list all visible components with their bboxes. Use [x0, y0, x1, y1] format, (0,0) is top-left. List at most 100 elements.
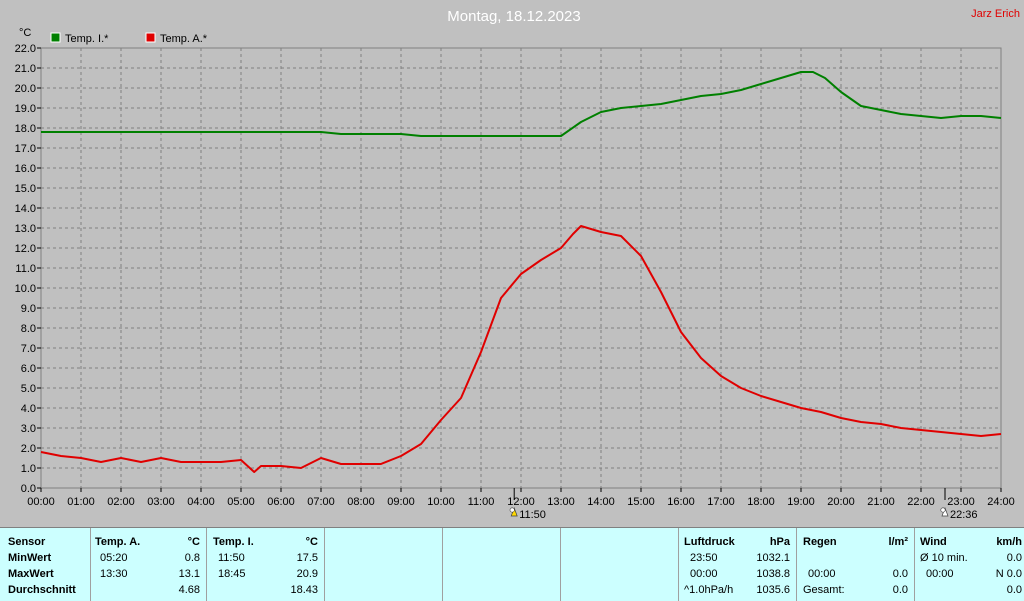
statistics-panel: Sensor MinWert MaxWert Durchschnitt Temp… — [0, 527, 1024, 601]
rain-unit: l/m² — [888, 536, 908, 548]
y-tick-label: 1.0 — [21, 463, 36, 475]
x-tick-label: 17:00 — [707, 496, 735, 508]
temp-i-max: 20.9 — [296, 568, 318, 580]
x-tick-label: 16:00 — [667, 496, 695, 508]
x-tick-label: 01:00 — [67, 496, 95, 508]
legend-swatch-temp-a — [145, 32, 156, 43]
x-tick-label: 10:00 — [427, 496, 455, 508]
grid — [40, 47, 1002, 489]
x-axis-ticks: 00:00 01:00 02:00 03:00 04:00 05:00 06:00 07:00… — [27, 488, 1015, 508]
y-tick-label: 18.0 — [15, 123, 36, 135]
pressure-header: Luftdruck — [684, 536, 735, 548]
pressure-avg: 1035.6 — [756, 584, 790, 596]
divider — [90, 528, 91, 601]
y-tick-label: 0.0 — [21, 483, 36, 495]
temp-i-max-time: 18:45 — [218, 568, 246, 580]
marker-label: 22:36 — [950, 509, 978, 521]
y-tick-label: 6.0 — [21, 363, 36, 375]
y-tick-label: 15.0 — [15, 183, 36, 195]
time-markers: 11:50 22:36 — [509, 488, 978, 521]
pressure-min: 1032.1 — [756, 552, 790, 564]
rain-total: 0.0 — [892, 584, 908, 596]
wind-avg10: 0.0 — [1006, 552, 1022, 564]
y-tick-label: 8.0 — [21, 323, 36, 335]
temp-a-max-time: 13:30 — [100, 568, 128, 580]
rain-total-label: Gesamt: — [803, 584, 845, 596]
legend-label-temp-a: Temp. A.* — [160, 33, 208, 45]
x-tick-label: 13:00 — [547, 496, 575, 508]
temp-a-header: Temp. A. — [95, 536, 141, 548]
series-line-temp-i — [41, 71, 1002, 137]
x-tick-label: 18:00 — [747, 496, 775, 508]
divider — [206, 528, 207, 601]
chart-title: Montag, 18.12.2023 — [447, 8, 580, 25]
divider — [324, 528, 325, 601]
y-axis-unit: °C — [19, 27, 31, 39]
rain-header: Regen — [803, 536, 837, 548]
x-tick-label: 00:00 — [27, 496, 55, 508]
y-tick-label: 13.0 — [15, 223, 36, 235]
y-tick-label: 19.0 — [15, 103, 36, 115]
sensor-header: Sensor — [8, 536, 46, 548]
temp-a-max: 13.1 — [178, 568, 200, 580]
legend: Temp. I.* Temp. A.* — [50, 32, 208, 45]
temp-a-min: 0.8 — [184, 552, 200, 564]
pressure-trend-label: ^1.0hPa/h — [684, 584, 734, 596]
series-layer — [40, 71, 1002, 473]
series-line-temp-a — [40, 225, 1002, 473]
divider — [796, 528, 797, 601]
y-tick-label: 4.0 — [21, 403, 36, 415]
x-tick-label: 05:00 — [227, 496, 255, 508]
temp-a-avg: 4.68 — [178, 584, 200, 596]
x-tick-label: 07:00 — [307, 496, 335, 508]
temp-i-avg: 18.43 — [290, 584, 318, 596]
moon-icon-disc — [940, 507, 946, 513]
pressure-unit: hPa — [769, 536, 790, 548]
y-tick-label: 16.0 — [15, 163, 36, 175]
pressure-max-time: 00:00 — [690, 568, 718, 580]
temp-i-min-time: 11:50 — [218, 552, 245, 564]
y-tick-label: 7.0 — [21, 343, 36, 355]
marker-label: 11:50 — [519, 509, 546, 521]
wind-max: N 0.0 — [995, 568, 1022, 580]
temp-i-unit: °C — [305, 536, 318, 548]
divider — [560, 528, 561, 601]
minwert-label: MinWert — [8, 552, 52, 564]
y-tick-label: 12.0 — [15, 243, 36, 255]
x-tick-label: 09:00 — [387, 496, 415, 508]
x-tick-label: 12:00 — [507, 496, 535, 508]
y-tick-label: 22.0 — [15, 43, 36, 55]
wind-header: Wind — [920, 536, 947, 548]
y-tick-label: 2.0 — [21, 443, 36, 455]
author-label: Jarz Erich — [971, 8, 1020, 20]
x-tick-label: 23:00 — [947, 496, 975, 508]
y-tick-label: 21.0 — [15, 63, 36, 75]
legend-swatch-temp-i — [50, 32, 61, 43]
y-tick-label: 5.0 — [21, 383, 36, 395]
wind-avg10-label: Ø 10 min. — [920, 552, 968, 564]
x-tick-label: 03:00 — [147, 496, 175, 508]
maxwert-label: MaxWert — [8, 568, 54, 580]
rain-max-time: 00:00 — [808, 568, 836, 580]
legend-label-temp-i: Temp. I.* — [65, 33, 109, 45]
x-tick-label: 24:00 — [987, 496, 1015, 508]
divider — [442, 528, 443, 601]
temp-i-header: Temp. I. — [213, 536, 254, 548]
y-tick-label: 10.0 — [15, 283, 36, 295]
x-tick-label: 22:00 — [907, 496, 935, 508]
y-tick-label: 9.0 — [21, 303, 36, 315]
temperature-chart: Montag, 18.12.2023 Jarz Erich °C Temp. I… — [15, 8, 1020, 521]
y-tick-label: 11.0 — [15, 263, 36, 275]
y-tick-label: 14.0 — [15, 203, 36, 215]
x-tick-label: 02:00 — [107, 496, 135, 508]
rain-max: 0.0 — [892, 568, 908, 580]
pressure-min-time: 23:50 — [690, 552, 718, 564]
y-tick-label: 20.0 — [15, 83, 36, 95]
x-tick-label: 20:00 — [827, 496, 855, 508]
y-tick-label: 17.0 — [15, 143, 36, 155]
temp-a-unit: °C — [187, 536, 200, 548]
wind-max-time: 00:00 — [926, 568, 954, 580]
divider — [678, 528, 679, 601]
x-tick-label: 06:00 — [267, 496, 295, 508]
x-tick-label: 15:00 — [627, 496, 655, 508]
